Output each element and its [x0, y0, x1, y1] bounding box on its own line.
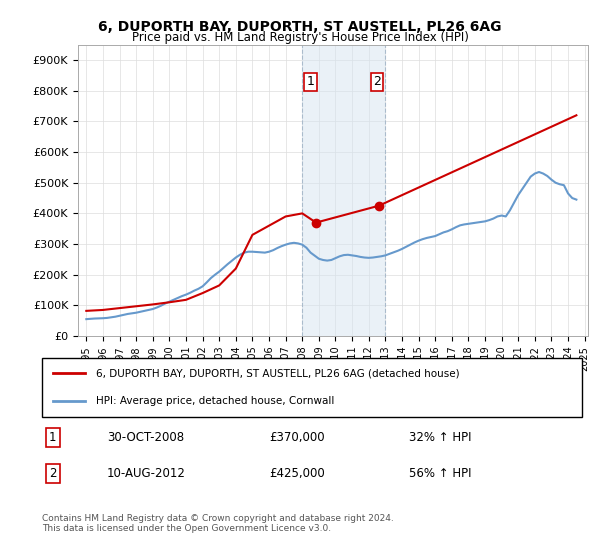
Text: Contains HM Land Registry data © Crown copyright and database right 2024.
This d: Contains HM Land Registry data © Crown c…	[42, 514, 394, 534]
Bar	[302, 45, 385, 336]
Text: 2: 2	[49, 467, 56, 480]
Text: 1: 1	[307, 75, 314, 88]
Text: 10-AUG-2012: 10-AUG-2012	[107, 467, 185, 480]
FancyBboxPatch shape	[42, 358, 582, 417]
Text: Price paid vs. HM Land Registry's House Price Index (HPI): Price paid vs. HM Land Registry's House …	[131, 31, 469, 44]
Text: 1: 1	[49, 431, 56, 444]
Text: 30-OCT-2008: 30-OCT-2008	[107, 431, 184, 444]
Text: 6, DUPORTH BAY, DUPORTH, ST AUSTELL, PL26 6AG: 6, DUPORTH BAY, DUPORTH, ST AUSTELL, PL2…	[98, 20, 502, 34]
Text: 32% ↑ HPI: 32% ↑ HPI	[409, 431, 472, 444]
Text: 56% ↑ HPI: 56% ↑ HPI	[409, 467, 472, 480]
Text: 2: 2	[373, 75, 381, 88]
Text: £425,000: £425,000	[269, 467, 325, 480]
Text: 6, DUPORTH BAY, DUPORTH, ST AUSTELL, PL26 6AG (detached house): 6, DUPORTH BAY, DUPORTH, ST AUSTELL, PL2…	[96, 368, 460, 378]
Text: £370,000: £370,000	[269, 431, 325, 444]
Text: HPI: Average price, detached house, Cornwall: HPI: Average price, detached house, Corn…	[96, 396, 334, 406]
